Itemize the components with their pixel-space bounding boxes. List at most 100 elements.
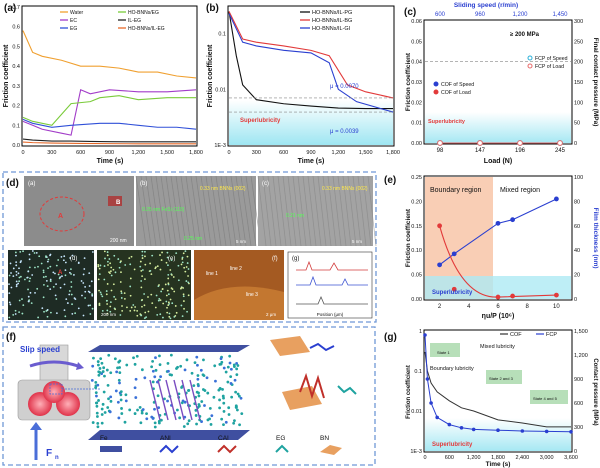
eds-speckle [42, 269, 45, 272]
eds-speckle [82, 282, 85, 284]
legend-swatch [527, 63, 533, 69]
eds-speckle [180, 263, 183, 266]
md-atom [221, 387, 224, 391]
panel-a-legend: Water EC EG HO-BNNs/EG IL-EG HO-BNNs/IL-EG [60, 10, 165, 32]
tem-b-label: (b) [140, 181, 147, 187]
md-atom [222, 366, 226, 370]
eds-e-label: (e) [168, 256, 175, 262]
lattice-fringe [312, 175, 322, 247]
eds-speckle [185, 280, 188, 282]
md-atom [116, 366, 119, 370]
xtick-label: 300 [47, 150, 56, 156]
eds-speckle [108, 258, 111, 260]
top-tick-label: 1,450 [552, 12, 568, 18]
md-atom [226, 365, 230, 369]
eds-speckle [159, 299, 162, 302]
md-atom [105, 368, 109, 372]
eds-speckle [42, 296, 45, 299]
eds-speckle [167, 293, 170, 296]
eds-speckle [43, 310, 45, 313]
eds-speckle [34, 266, 36, 269]
eds-speckle [170, 259, 173, 262]
eds-speckle [169, 298, 172, 301]
eds-speckle [151, 254, 154, 257]
ytick-label: 0.2 [12, 104, 20, 110]
panel-a-xticks: 0 300 600 900 1,200 1,500 1,800 [21, 150, 202, 156]
lattice-fringe [357, 175, 367, 247]
eds-speckle [162, 316, 164, 319]
lattice-fringe [367, 175, 377, 247]
eds-speckle [110, 266, 113, 269]
lattice-fringe [257, 175, 267, 247]
eds-speckle [27, 288, 29, 291]
eds-speckle [84, 297, 87, 299]
eds-speckle [70, 281, 73, 283]
eds-speckle [87, 290, 90, 293]
eds-speckle [17, 272, 20, 275]
eds-speckle [113, 295, 116, 298]
md-atom [91, 364, 95, 368]
eds-speckle [101, 295, 104, 298]
eds-speckle [71, 312, 74, 315]
eds-speckle [186, 310, 188, 313]
eds-speckle [166, 251, 169, 254]
data-point [517, 140, 523, 146]
hrtem-c-fringes [257, 175, 377, 247]
ytick-label: 0.3 [12, 84, 20, 90]
eds-speckle [107, 264, 109, 266]
eds-speckle [106, 254, 109, 257]
eds-speckle [8, 292, 11, 295]
eds-speckle [46, 285, 49, 288]
eds-speckle [181, 258, 184, 260]
eds-speckle [21, 298, 23, 300]
eds-speckle [91, 293, 94, 296]
md-atom [218, 387, 222, 391]
eds-speckle [177, 279, 180, 282]
eds-speckle [82, 273, 85, 276]
lattice-fringe [145, 175, 157, 247]
md-atom [178, 416, 182, 420]
eds-speckle [184, 270, 187, 273]
tem-region-b [108, 196, 122, 206]
md-simulation-box [88, 345, 250, 440]
eds-speckle [169, 317, 172, 320]
eds-speckle [139, 313, 142, 316]
md-atom [236, 364, 240, 367]
eds-speckle [89, 304, 92, 307]
lattice-fringe [352, 175, 362, 247]
panel-c-superlubricity-zone [425, 112, 571, 143]
eds-speckle [83, 268, 86, 270]
bn-sheet-2 [282, 386, 322, 410]
eds-speckle [19, 275, 22, 278]
eds-speckle [47, 267, 49, 269]
md-atom [138, 405, 142, 409]
eds-speckle [173, 290, 176, 293]
ytick-label: 0.10 [411, 248, 422, 254]
xtick-label: 900 [306, 150, 315, 156]
eds-speckle [129, 263, 132, 266]
legend-entry: HO-BNNs/IL-EG [128, 26, 165, 32]
eds-speckle [157, 299, 160, 302]
md-atom [109, 395, 113, 399]
legend-entry: HO-BNNs/EG [128, 10, 159, 16]
eds-speckle [183, 266, 186, 269]
md-atom [194, 414, 198, 417]
panel-e-plot [437, 196, 559, 300]
md-atom [229, 382, 233, 385]
md-atom [158, 363, 162, 367]
eds-speckle [99, 264, 102, 267]
eds-speckle [40, 262, 43, 265]
eds-speckle [129, 285, 132, 288]
eds-speckle [68, 271, 71, 274]
eds-speckle [15, 285, 18, 288]
ytick-label: 250 [574, 39, 583, 45]
md-atom [224, 420, 228, 424]
md-atom [185, 358, 189, 362]
legend-entry: FCP of Load [535, 64, 564, 70]
fcp-point [447, 422, 452, 427]
md-atom [193, 361, 197, 365]
eds-speckle [77, 307, 80, 310]
panel-c-frame [423, 19, 573, 145]
panel-c: (c) Sliding speed (r/min) 600 960 1,200 1,4… [404, 2, 599, 165]
md-atom [179, 364, 183, 368]
